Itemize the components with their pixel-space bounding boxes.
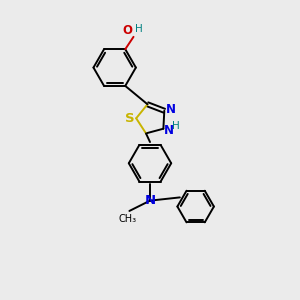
- Text: CH₃: CH₃: [119, 214, 137, 224]
- Text: N: N: [164, 124, 174, 137]
- Text: N: N: [166, 103, 176, 116]
- Text: N: N: [144, 194, 156, 207]
- Text: H: H: [135, 25, 143, 34]
- Text: H: H: [172, 121, 180, 131]
- Text: O: O: [122, 23, 132, 37]
- Text: S: S: [125, 112, 134, 125]
